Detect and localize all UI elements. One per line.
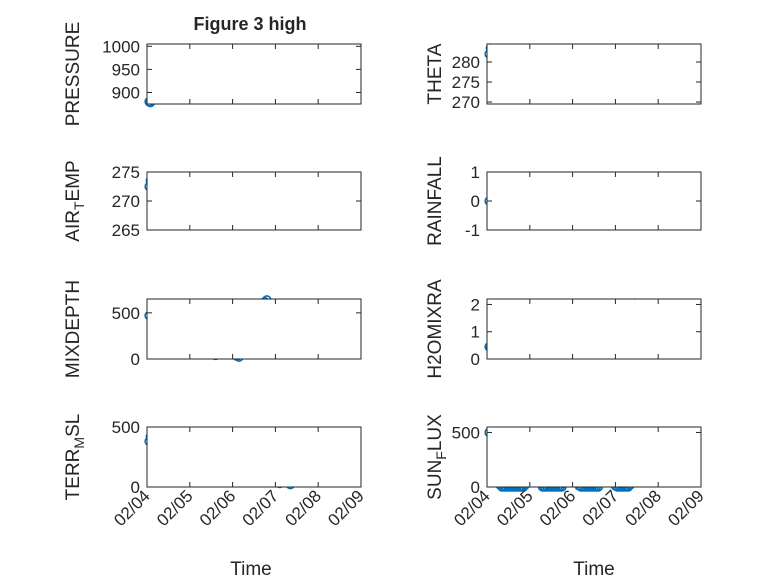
y-axis-label: H2OMIXRA	[425, 279, 446, 379]
y-axis-label: MIXDEPTH	[63, 280, 84, 378]
subplot-mixdepth: 0 500 MIXDEPTH	[63, 280, 362, 378]
x-tick-label: 02/06	[536, 486, 580, 530]
axes-frame	[146, 171, 362, 231]
y-tick-label: 900	[112, 83, 140, 102]
x-tick-label: 02/08	[282, 486, 326, 530]
y-tick-label: -1	[465, 221, 480, 240]
y-tick-label: 500	[112, 418, 140, 437]
y-tick-label: 2	[471, 295, 480, 314]
x-tick-label: 02/09	[664, 486, 708, 530]
x-tick-label: 02/09	[324, 486, 368, 530]
y-axis-label: PRESSURE	[63, 22, 84, 127]
axes-frame	[146, 298, 362, 360]
y-tick-label: 0	[471, 192, 480, 211]
axes-frame	[146, 426, 362, 488]
y-tick-label: 1	[471, 163, 480, 182]
subplot-pressure: 900 950 1000 PRESSURE	[63, 22, 362, 127]
axes-frame	[486, 171, 702, 231]
y-tick-label: 275	[452, 73, 480, 92]
x-tick-label: 02/07	[579, 486, 623, 530]
y-tick-label: 275	[112, 163, 140, 182]
y-axis-label: TERRMSL	[63, 414, 87, 501]
y-tick-label: 0	[471, 350, 480, 369]
chart-title: Figure 3 high	[193, 14, 306, 34]
axes-frame	[486, 298, 702, 360]
x-tick-label: 02/06	[196, 486, 240, 530]
y-tick-label: 265	[112, 221, 140, 240]
x-tick-label: 02/05	[493, 486, 537, 530]
y-tick-label: 0	[471, 478, 480, 497]
x-tick-label: 02/05	[153, 486, 197, 530]
subplot-rainfall: -1 0 1 RAINFALL	[425, 156, 702, 246]
y-axis-label: RAINFALL	[425, 156, 446, 246]
y-tick-label: 270	[452, 93, 480, 112]
x-tick-label: 02/08	[622, 486, 666, 530]
x-tick-label: 02/07	[239, 486, 283, 530]
y-tick-label: 500	[452, 423, 480, 442]
x-axis-label-left: Time	[230, 559, 272, 580]
y-tick-label: 500	[112, 304, 140, 323]
y-tick-label: 0	[131, 478, 140, 497]
subplot-h2omixra: 0 1 2 H2OMIXRA	[425, 279, 702, 379]
subplot-air-temp: 265 270 275 AIRTEMP	[63, 160, 362, 242]
y-tick-label: 1000	[102, 37, 140, 56]
y-axis-label: AIRTEMP	[63, 160, 87, 241]
y-axis-label: THETA	[425, 43, 446, 104]
y-axis-label: SUNFLUX	[425, 414, 449, 500]
y-tick-label: 280	[452, 53, 480, 72]
axes-frame	[146, 43, 362, 105]
y-tick-label: 1	[471, 323, 480, 342]
y-tick-label: 950	[112, 60, 140, 79]
x-axis-label-right: Time	[573, 559, 615, 580]
axes-frame	[486, 43, 702, 105]
y-tick-label: 270	[112, 192, 140, 211]
axes-frame	[486, 426, 702, 488]
y-tick-label: 0	[131, 350, 140, 369]
